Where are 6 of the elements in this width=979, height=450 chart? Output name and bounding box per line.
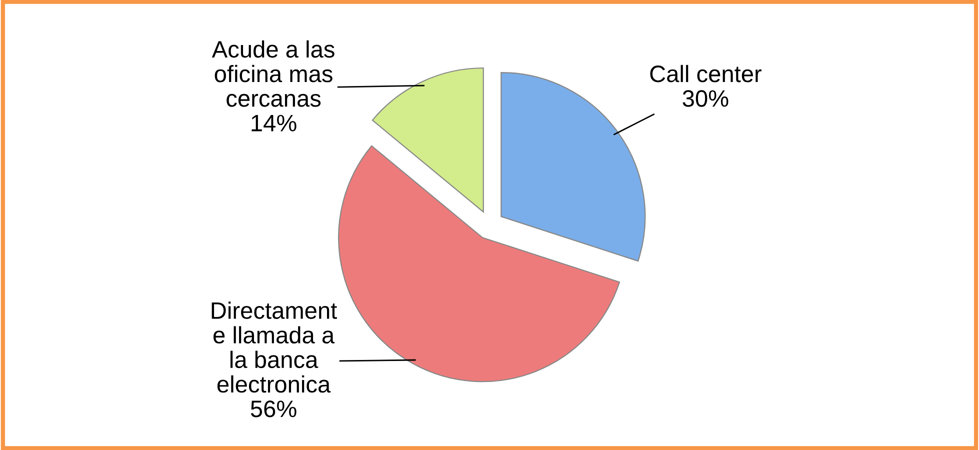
data-label: 14%	[252, 114, 296, 132]
slice-label: Acude a las oficina mas cercanas	[212, 40, 334, 107]
data-label: 56%	[250, 400, 296, 418]
slice-label: Call center	[650, 64, 762, 82]
slice-label: Directament e llamada a la banca electronica	[212, 302, 338, 393]
data-label: 30%	[682, 90, 728, 107]
